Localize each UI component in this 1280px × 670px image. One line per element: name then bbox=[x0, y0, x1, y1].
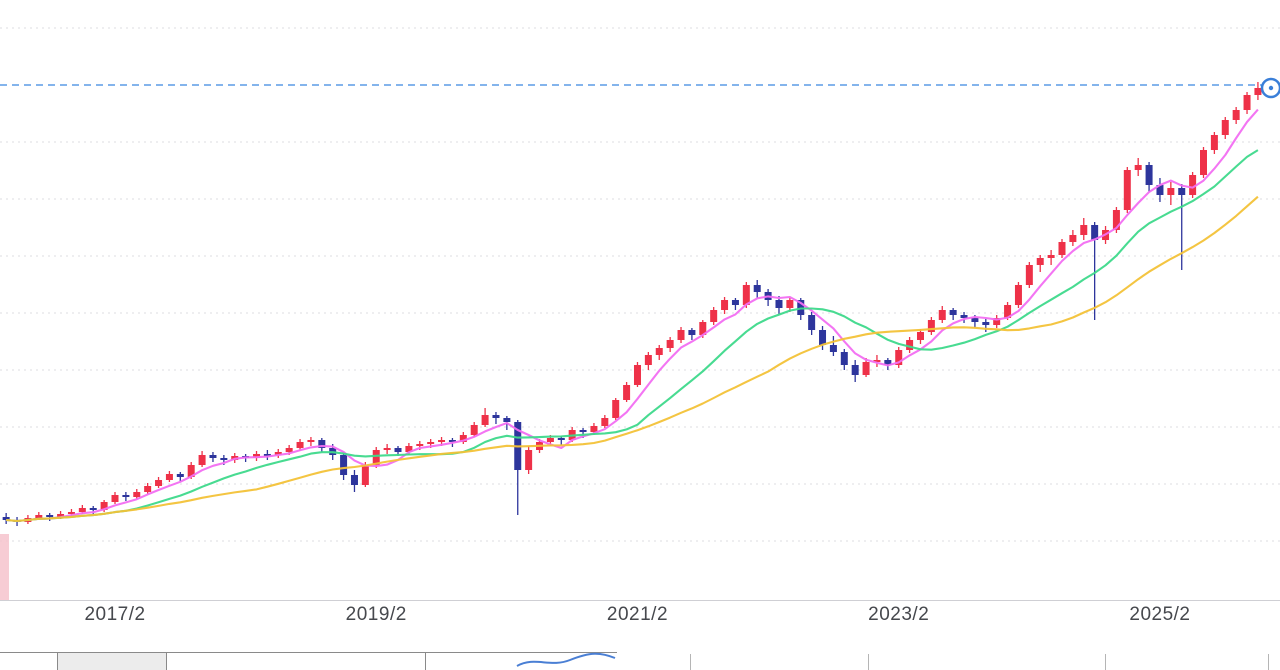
lower-panel-tick bbox=[1105, 654, 1106, 670]
volume-bar-fragment bbox=[0, 534, 9, 600]
x-tick-label: 2019/2 bbox=[345, 604, 407, 625]
x-tick-label: 2017/2 bbox=[84, 604, 146, 625]
x-axis-line bbox=[0, 600, 1280, 601]
x-tick-label: 2021/2 bbox=[606, 604, 669, 625]
x-tick-label: 2025/2 bbox=[1129, 604, 1191, 625]
lower-panel-tick bbox=[690, 654, 691, 670]
data-table-fragment bbox=[0, 652, 617, 670]
lower-panel-tick bbox=[1268, 654, 1269, 670]
lower-panel-tick bbox=[868, 654, 869, 670]
table-cell-divider bbox=[425, 653, 426, 670]
lower-panel-sparkline bbox=[516, 652, 616, 667]
table-cell-shaded bbox=[57, 653, 167, 670]
x-tick-label: 2023/2 bbox=[868, 604, 930, 625]
